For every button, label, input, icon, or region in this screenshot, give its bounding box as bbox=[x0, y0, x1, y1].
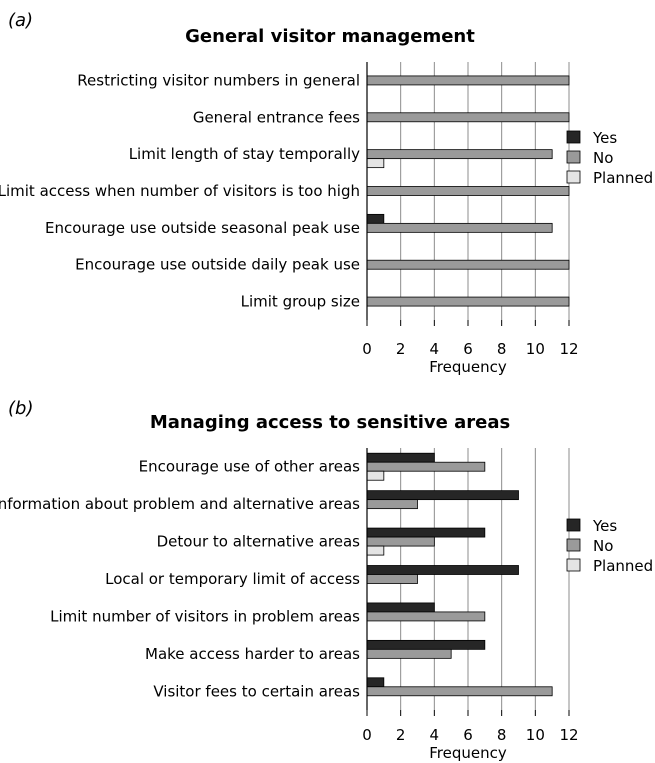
legend-label: Yes bbox=[592, 517, 617, 535]
x-tick-label: 6 bbox=[463, 340, 473, 358]
x-tick-label: 12 bbox=[559, 726, 578, 744]
x-tick-label: 4 bbox=[430, 726, 440, 744]
bar-planned bbox=[366, 158, 385, 169]
chart-title: Managing access to sensitive areas bbox=[150, 412, 510, 433]
bar-planned bbox=[366, 470, 385, 481]
panel-b: (b) Managing access to sensitive areas Enc… bbox=[0, 398, 653, 762]
bar-yes bbox=[366, 452, 435, 463]
category-label: Limit access when number of visitors is … bbox=[0, 182, 360, 200]
bar-no bbox=[366, 499, 418, 510]
x-axis-title: Frequency bbox=[429, 358, 507, 376]
bar-no bbox=[366, 296, 570, 307]
bar-no bbox=[366, 259, 570, 270]
x-tick-label: 4 bbox=[430, 340, 440, 358]
bar-yes bbox=[366, 213, 385, 224]
x-tick-label: 10 bbox=[526, 340, 545, 358]
x-tick-label: 8 bbox=[497, 726, 507, 744]
x-tick-label: 0 bbox=[362, 726, 372, 744]
x-axis-title: Frequency bbox=[429, 744, 507, 762]
bar-no bbox=[366, 611, 486, 622]
x-tick-label: 6 bbox=[463, 726, 473, 744]
legend-swatch-no bbox=[566, 150, 581, 164]
x-tick-label: 2 bbox=[396, 340, 406, 358]
bar-no bbox=[366, 186, 570, 196]
category-label: Make access harder to areas bbox=[145, 645, 360, 663]
bar-no bbox=[366, 536, 435, 547]
legend-label: No bbox=[593, 149, 613, 167]
category-label: Encourage use of other areas bbox=[139, 458, 361, 476]
category-label: General entrance fees bbox=[193, 108, 360, 126]
bar-no bbox=[366, 461, 486, 472]
bar-planned bbox=[366, 545, 385, 556]
bar-yes bbox=[366, 677, 385, 688]
panel-label: (b) bbox=[8, 398, 33, 419]
category-label: Detour to alternative areas bbox=[157, 533, 361, 551]
bar-no bbox=[366, 574, 418, 584]
legend-label: No bbox=[593, 537, 613, 555]
legend-swatch-yes bbox=[566, 518, 581, 532]
category-label: Encourage use outside seasonal peak use bbox=[45, 219, 360, 237]
x-tick-label: 8 bbox=[497, 340, 507, 358]
x-tick-label: 2 bbox=[396, 726, 406, 744]
category-label: Limit length of stay temporally bbox=[129, 145, 360, 163]
bar-yes bbox=[366, 602, 435, 613]
panel-label: (a) bbox=[8, 10, 33, 31]
category-label: Limit group size bbox=[241, 293, 360, 311]
x-tick-label: 12 bbox=[559, 340, 578, 358]
bar-no bbox=[366, 112, 570, 123]
legend-label: Yes bbox=[592, 129, 617, 147]
bar-yes bbox=[366, 639, 486, 650]
bar-no bbox=[366, 149, 553, 160]
legend-swatch-yes bbox=[566, 130, 581, 144]
bar-yes bbox=[366, 565, 519, 575]
x-tick-label: 0 bbox=[362, 340, 372, 358]
bar-yes bbox=[366, 490, 519, 501]
bar-no bbox=[366, 222, 553, 233]
bar-no bbox=[366, 648, 452, 659]
category-label: Encourage use outside daily peak use bbox=[75, 256, 360, 274]
legend-label: Planned bbox=[593, 169, 653, 187]
category-label: Information about problem and alternativ… bbox=[0, 495, 360, 513]
category-label: Restricting visitor numbers in general bbox=[77, 71, 360, 89]
category-label: Visitor fees to certain areas bbox=[153, 682, 360, 700]
legend-swatch-planned bbox=[566, 558, 581, 572]
legend-label: Planned bbox=[593, 557, 653, 575]
bar-no bbox=[366, 686, 553, 697]
panel-a: (a) General visitor management Restricting… bbox=[0, 10, 653, 376]
category-label: Local or temporary limit of access bbox=[105, 570, 360, 588]
chart-title: General visitor management bbox=[185, 26, 475, 47]
legend-swatch-planned bbox=[566, 170, 581, 184]
category-label: Limit number of visitors in problem area… bbox=[50, 607, 360, 625]
x-tick-label: 10 bbox=[526, 726, 545, 744]
legend-swatch-no bbox=[566, 538, 581, 552]
bar-yes bbox=[366, 527, 486, 538]
bar-no bbox=[366, 75, 570, 86]
